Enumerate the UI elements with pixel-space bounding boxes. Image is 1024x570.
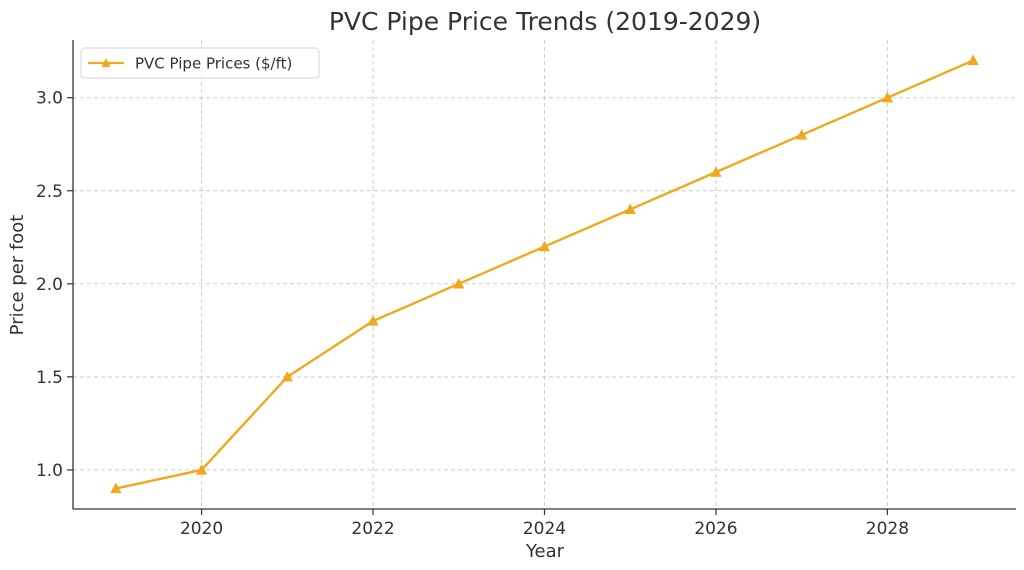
data-point-marker bbox=[367, 315, 379, 326]
data-point-marker bbox=[281, 371, 293, 382]
y-tick-label: 3.0 bbox=[36, 89, 63, 109]
legend-frame bbox=[80, 47, 320, 79]
data-point-marker bbox=[195, 464, 208, 475]
x-axis-title: Year bbox=[525, 541, 565, 562]
y-tick-label: 1.5 bbox=[36, 368, 63, 388]
legend-label: PVC Pipe Prices ($/ft) bbox=[135, 55, 292, 73]
data-point-marker bbox=[710, 166, 722, 177]
x-tick-label: 2022 bbox=[351, 519, 394, 539]
legend: PVC Pipe Prices ($/ft) bbox=[80, 47, 320, 79]
y-tick-label: 2.5 bbox=[36, 182, 63, 202]
data-point-marker bbox=[110, 482, 122, 494]
data-point-marker bbox=[453, 277, 465, 289]
data-point-marker bbox=[881, 91, 894, 103]
y-axis-title: Price per foot bbox=[7, 215, 28, 336]
x-axis-ticks: 2020 2022 2024 2026 2028 bbox=[180, 509, 909, 539]
data-point-marker bbox=[967, 54, 979, 66]
x-tick-label: 2024 bbox=[523, 519, 566, 539]
chart-title: PVC Pipe Price Trends (2019-2029) bbox=[329, 7, 761, 36]
y-tick-label: 2.0 bbox=[36, 275, 63, 295]
data-point-marker bbox=[796, 129, 808, 140]
series-layer bbox=[110, 54, 979, 494]
x-tick-label: 2028 bbox=[866, 519, 909, 539]
y-tick-label: 1.0 bbox=[36, 461, 63, 481]
grid-lines bbox=[73, 40, 1016, 509]
y-axis-ticks: 1.0 1.5 2.0 2.5 3.0 bbox=[36, 89, 73, 481]
legend-triangle-marker bbox=[101, 58, 111, 67]
x-tick-label: 2026 bbox=[694, 519, 737, 539]
x-tick-label: 2020 bbox=[180, 519, 223, 539]
data-point-marker bbox=[624, 203, 636, 215]
data-point-marker bbox=[538, 240, 551, 252]
